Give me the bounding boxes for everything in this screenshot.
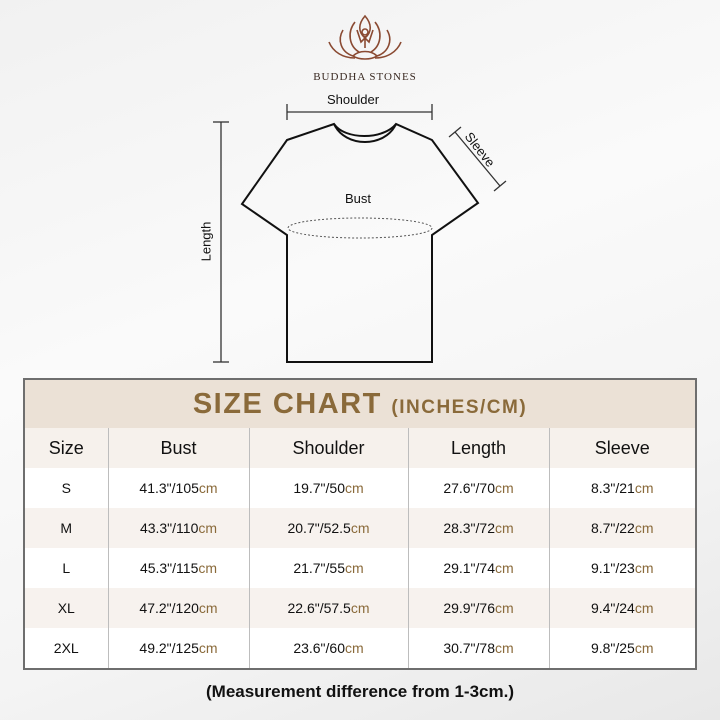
- shoulder-value: 22.6"/57.5: [287, 600, 351, 616]
- length-cell: 28.3"/72cm: [407, 508, 549, 548]
- bust-label: Bust: [345, 191, 372, 206]
- tshirt-outline: [240, 122, 480, 363]
- bust-value: 41.3"/105: [139, 480, 199, 496]
- cm-unit: cm: [350, 600, 370, 616]
- cm-unit: cm: [634, 600, 654, 616]
- sleeve-cell: 9.8"/25cm: [548, 628, 696, 669]
- bust-value: 47.2"/120: [139, 600, 199, 616]
- cm-unit: cm: [495, 480, 514, 496]
- column-header: Shoulder: [248, 428, 408, 468]
- sleeve-cell: 9.1"/23cm: [548, 548, 696, 588]
- cm-unit: cm: [634, 480, 654, 496]
- size-value: XL: [57, 600, 75, 616]
- cm-unit: cm: [345, 640, 364, 656]
- length-value: 30.7"/78: [443, 640, 495, 656]
- header-row: Size Bust Shoulder Length Sleeve: [24, 428, 696, 468]
- cm-unit: cm: [495, 640, 514, 656]
- brand-logo: BUDDHA STONES: [300, 12, 430, 83]
- shoulder-cell: 19.7"/50cm: [248, 468, 408, 508]
- measurement-note: (Measurement difference from 1-3cm.): [206, 682, 514, 701]
- unit-text: (INCHES/CM): [391, 396, 528, 418]
- shoulder-cell: 22.6"/57.5cm: [248, 588, 408, 628]
- tshirt-diagram: [213, 104, 507, 363]
- cm-unit: cm: [495, 600, 514, 616]
- length-cell: 29.1"/74cm: [407, 548, 549, 588]
- cm-unit: cm: [350, 520, 370, 536]
- sleeve-cell: 8.3"/21cm: [548, 468, 696, 508]
- cm-unit: cm: [198, 480, 218, 496]
- cm-unit: cm: [198, 520, 218, 536]
- shoulder-value: 19.7"/50: [293, 480, 345, 496]
- table-row: S 41.3"/105cm 19.7"/50cm 27.6"/70cm 8.3"/21c…: [24, 468, 696, 508]
- shoulder-value: 23.6"/60: [293, 640, 345, 656]
- cm-unit: cm: [634, 520, 654, 536]
- cm-unit: cm: [198, 640, 218, 656]
- shoulder-cell: 20.7"/52.5cm: [248, 508, 408, 548]
- size-cell: 2XL: [24, 628, 108, 669]
- title-text: SIZE CHART: [192, 387, 382, 420]
- length-value: 29.1"/74: [443, 560, 495, 576]
- cm-unit: cm: [198, 560, 218, 576]
- bust-value: 49.2"/125: [139, 640, 199, 656]
- shoulder-cell: 23.6"/60cm: [248, 628, 408, 669]
- size-value: S: [61, 480, 71, 496]
- length-cell: 30.7"/78cm: [407, 628, 549, 669]
- sleeve-cell: 8.7"/22cm: [548, 508, 696, 548]
- length-cell: 29.9"/76cm: [407, 588, 549, 628]
- bust-line: [287, 217, 433, 239]
- size-cell: M: [24, 508, 108, 548]
- cm-unit: cm: [345, 560, 364, 576]
- size-cell: XL: [24, 588, 108, 628]
- bust-cell: 49.2"/125cm: [107, 628, 249, 669]
- size-cell: L: [24, 548, 108, 588]
- cm-unit: cm: [198, 600, 218, 616]
- column-header: Sleeve: [548, 428, 696, 468]
- sleeve-value: 8.7"/22: [590, 520, 635, 536]
- cm-unit: cm: [634, 560, 654, 576]
- shoulder-value: 20.7"/52.5: [287, 520, 351, 536]
- column-header: Size: [24, 428, 108, 468]
- bust-cell: 41.3"/105cm: [107, 468, 249, 508]
- bust-cell: 43.3"/110cm: [107, 508, 249, 548]
- shoulder-value: 21.7"/55: [293, 560, 345, 576]
- sleeve-value: 8.3"/21: [590, 480, 635, 496]
- cm-unit: cm: [495, 560, 514, 576]
- column-header: Bust: [107, 428, 249, 468]
- length-cell: 27.6"/70cm: [407, 468, 549, 508]
- column-header: Length: [407, 428, 549, 468]
- cm-unit: cm: [345, 480, 364, 496]
- size-value: 2XL: [53, 640, 79, 656]
- size-value: L: [62, 560, 71, 576]
- table-row: L 45.3"/115cm 21.7"/55cm 29.1"/74cm 9.1"/23c…: [24, 548, 696, 588]
- table-row: M 43.3"/110cm 20.7"/52.5cm 28.3"/72cm 8.7"/2…: [24, 508, 696, 548]
- cm-unit: cm: [495, 520, 514, 536]
- size-chart-table: SIZE CHART (INCHES/CM) Size Bust Shoulde…: [23, 378, 697, 670]
- cm-unit: cm: [634, 640, 654, 656]
- sleeve-value: 9.1"/23: [590, 560, 635, 576]
- size-chart-title: SIZE CHART (INCHES/CM): [24, 379, 696, 428]
- size-cell: S: [24, 468, 108, 508]
- bust-value: 45.3"/115: [139, 560, 199, 576]
- shoulder-label: Shoulder: [327, 92, 380, 107]
- sleeve-value: 9.4"/24: [590, 600, 635, 616]
- table-row: 2XL 49.2"/125cm 23.6"/60cm 30.7"/78cm 9.8"/2…: [24, 628, 696, 669]
- bust-value: 43.3"/110: [139, 520, 199, 536]
- table-row: XL 47.2"/120cm 22.6"/57.5cm 29.9"/76cm 9.4"/…: [24, 588, 696, 628]
- size-value: M: [60, 520, 73, 536]
- length-value: 27.6"/70: [443, 480, 495, 496]
- lotus-meditation-icon: [328, 14, 402, 60]
- brand-name: BUDDHA STONES: [313, 71, 417, 83]
- sleeve-cell: 9.4"/24cm: [548, 588, 696, 628]
- length-value: 28.3"/72: [443, 520, 495, 536]
- bust-cell: 45.3"/115cm: [107, 548, 249, 588]
- sleeve-value: 9.8"/25: [590, 640, 635, 656]
- length-value: 29.9"/76: [443, 600, 495, 616]
- bust-cell: 47.2"/120cm: [107, 588, 249, 628]
- sleeve-measure-line: [454, 131, 501, 187]
- length-label: Length: [198, 221, 214, 262]
- shoulder-cell: 21.7"/55cm: [248, 548, 408, 588]
